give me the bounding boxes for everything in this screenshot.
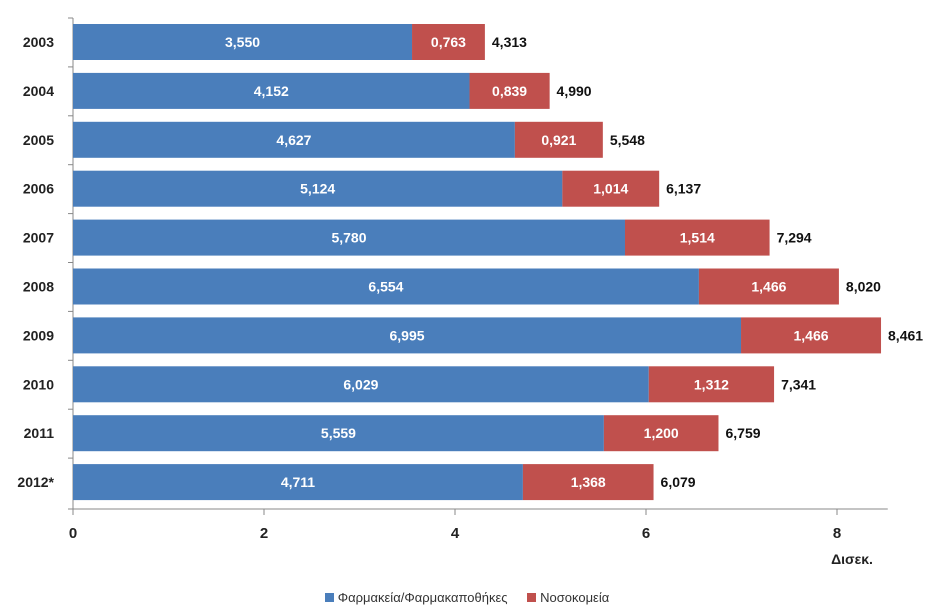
data-label-hospitals: 1,312	[694, 376, 729, 392]
bar-hospitals	[469, 72, 550, 109]
y-tick-label: 2009	[23, 327, 54, 343]
data-label-hospitals: 0,839	[492, 83, 527, 99]
data-label-pharmacies: 6,554	[368, 279, 403, 295]
bar-pharmacies	[73, 366, 649, 403]
bar-hospitals	[514, 121, 603, 158]
data-label-hospitals: 0,763	[431, 34, 466, 50]
legend-item-pharmacies: Φαρμακεία/Φαρμακαποθήκες	[324, 590, 508, 605]
y-tick-label: 2007	[23, 230, 54, 246]
bar-pharmacies	[73, 72, 470, 109]
legend: Φαρμακεία/Φαρμακαποθήκες Νοσοκομεία	[0, 590, 934, 605]
bar-pharmacies	[73, 317, 742, 354]
data-label-pharmacies: 6,995	[389, 327, 424, 343]
y-tick-label: 2010	[23, 376, 54, 392]
data-label-hospitals: 1,466	[751, 279, 786, 295]
y-tick-label: 2003	[23, 34, 54, 50]
legend-swatch-pharmacies	[324, 593, 334, 602]
bar-hospitals	[741, 317, 882, 354]
data-label-pharmacies: 4,627	[276, 132, 311, 148]
total-label: 4,990	[557, 83, 592, 99]
legend-item-hospitals: Νοσοκομεία	[527, 590, 609, 605]
data-label-hospitals: 1,514	[680, 230, 715, 246]
bar-pharmacies	[73, 415, 604, 452]
total-label: 6,759	[725, 425, 760, 441]
data-label-pharmacies: 4,711	[281, 474, 315, 490]
legend-swatch-hospitals	[527, 593, 537, 602]
legend-label-pharmacies: Φαρμακεία/Φαρμακαποθήκες	[337, 590, 508, 605]
y-tick-label: 2011	[24, 425, 55, 441]
bar-pharmacies	[73, 219, 625, 256]
bar-pharmacies	[73, 24, 413, 60]
y-tick-label: 2006	[23, 181, 54, 197]
data-label-pharmacies: 4,152	[254, 83, 289, 99]
y-tick-label: 2012*	[17, 474, 54, 490]
legend-label-hospitals: Νοσοκομεία	[540, 590, 610, 605]
x-tick-label: 4	[451, 525, 460, 542]
data-label-hospitals: 1,466	[794, 327, 829, 343]
total-label: 7,294	[777, 230, 812, 246]
data-label-pharmacies: 5,124	[300, 181, 335, 197]
x-tick-label: 6	[642, 525, 650, 542]
total-label: 7,341	[781, 376, 816, 392]
data-label-pharmacies: 5,780	[331, 230, 366, 246]
bar-pharmacies	[73, 121, 515, 158]
data-label-pharmacies: 6,029	[343, 376, 378, 392]
data-label-pharmacies: 5,559	[321, 425, 356, 441]
bar-hospitals	[562, 170, 660, 207]
total-label: 8,020	[846, 279, 881, 295]
bar-pharmacies	[73, 268, 699, 305]
x-tick-label: 2	[260, 525, 268, 542]
data-label-hospitals: 1,200	[644, 425, 679, 441]
bar-hospitals	[522, 464, 654, 501]
total-label: 8,461	[888, 327, 923, 343]
total-label: 4,313	[492, 34, 527, 50]
data-label-pharmacies: 3,550	[225, 34, 260, 50]
total-label: 5,548	[610, 132, 645, 148]
bar-pharmacies	[73, 170, 563, 207]
bar-hospitals	[624, 219, 770, 256]
y-tick-label: 2004	[23, 83, 54, 99]
y-tick-label: 2005	[23, 132, 54, 148]
bar-hospitals	[412, 24, 485, 60]
data-label-hospitals: 0,921	[541, 132, 576, 148]
data-label-hospitals: 1,368	[571, 474, 606, 490]
bar-hospitals	[603, 415, 719, 452]
data-label-hospitals: 1,014	[593, 181, 628, 197]
x-axis-label: Δισεκ.	[831, 551, 873, 567]
x-tick-label: 8	[833, 525, 841, 542]
bar-hospitals	[698, 268, 839, 305]
total-label: 6,137	[666, 181, 701, 197]
bar-pharmacies	[73, 464, 523, 501]
bar-hospitals	[648, 366, 775, 403]
total-label: 6,079	[661, 474, 696, 490]
y-tick-label: 2008	[23, 279, 54, 295]
x-tick-label: 0	[69, 525, 77, 542]
